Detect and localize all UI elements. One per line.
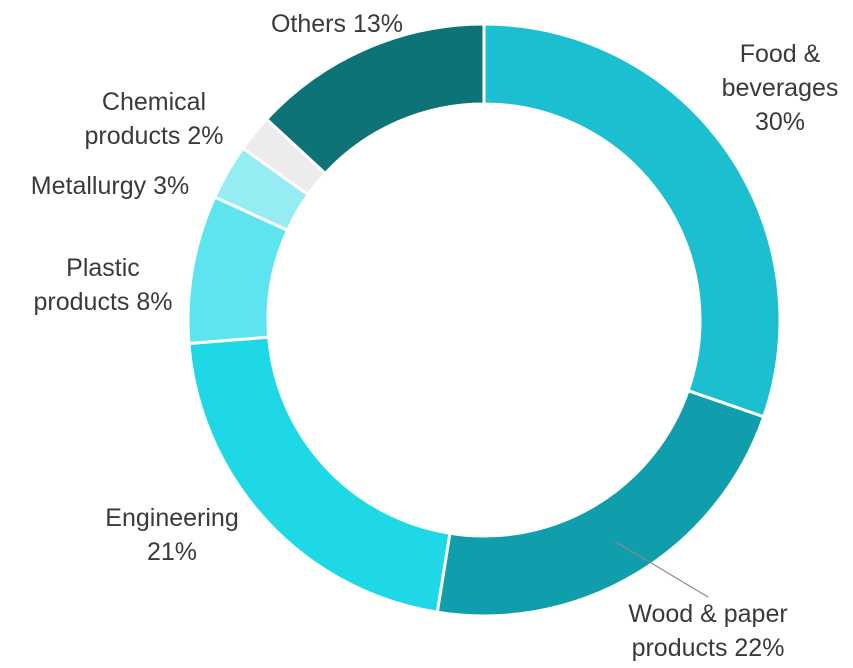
label-line: Metallurgy 3% <box>31 172 189 200</box>
label-metallurgy: Metallurgy 3% <box>31 172 189 200</box>
label-line: Chemical <box>102 88 206 116</box>
label-others: Others 13% <box>271 10 403 38</box>
label-chemical-products: Chemical products 2% <box>85 88 224 150</box>
label-line: Plastic <box>66 254 140 282</box>
label-line: products 22% <box>632 634 785 662</box>
label-engineering: Engineering 21% <box>105 504 238 566</box>
slice-food-and-beverages <box>482 22 782 419</box>
slice-labels: Food & beverages 30% Wood & paper products 2… <box>31 10 839 662</box>
label-line: Wood & paper <box>628 600 787 628</box>
label-plastic-products: Plastic products 8% <box>34 254 173 316</box>
label-line: Food & <box>740 40 821 68</box>
slice-wood-and-paper-products <box>435 388 766 618</box>
slice-others <box>264 22 486 176</box>
slice-engineering <box>187 335 452 615</box>
label-line: products 2% <box>85 122 224 150</box>
label-line: Others 13% <box>271 10 403 38</box>
label-line: 30% <box>755 108 805 136</box>
label-line: Engineering <box>105 504 238 532</box>
label-line: 21% <box>147 538 197 566</box>
leader-line-wood-and-paper <box>615 541 709 598</box>
label-wood-and-paper-products: Wood & paper products 22% <box>628 600 787 662</box>
label-food-and-beverages: Food & beverages 30% <box>722 40 839 136</box>
label-line: beverages <box>722 74 839 102</box>
label-line: products 8% <box>34 288 173 316</box>
donut-slices <box>186 22 782 618</box>
